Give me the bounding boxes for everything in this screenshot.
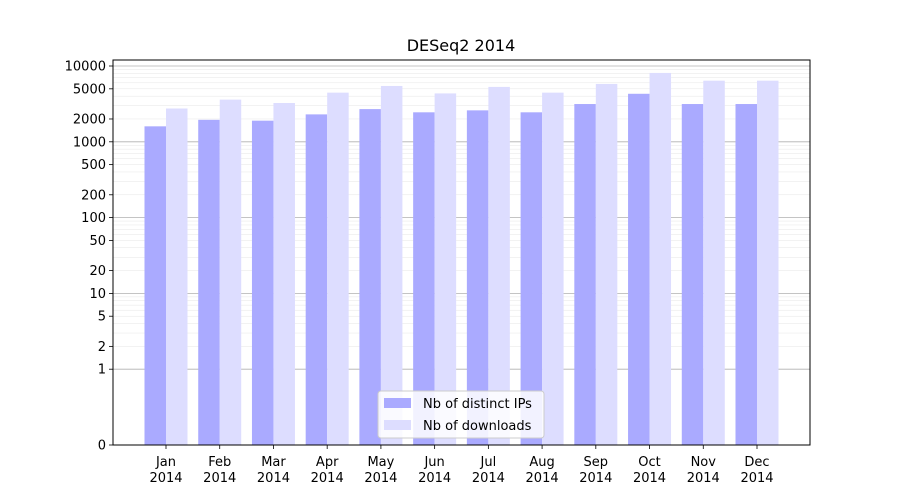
bar-distinct-ips-jul <box>466 110 489 445</box>
y-tick-label: 10000 <box>65 60 106 75</box>
x-tick-label-year: 2014 <box>418 471 451 486</box>
x-tick-label-year: 2014 <box>740 471 773 486</box>
plot-frame <box>112 59 811 446</box>
x-tick-label-month: Mar <box>261 455 286 470</box>
bar-downloads-jul <box>488 86 510 445</box>
x-tick-label-month: Apr <box>316 455 339 470</box>
bar-downloads-nov <box>703 80 725 445</box>
x-tick-label-year: 2014 <box>364 471 397 486</box>
x-tick-label-year: 2014 <box>579 471 612 486</box>
bar-downloads-oct <box>649 72 672 445</box>
x-tick-label-month: Oct <box>638 455 660 470</box>
y-axis-ticks: 0 1 2 5 10 20 50 100 200 500 1000 2000 5000 10000 <box>65 60 113 454</box>
bar-distinct-ips-jun <box>413 112 435 445</box>
bar-downloads-apr <box>327 92 349 446</box>
y-tick-label: 500 <box>81 158 106 173</box>
bar-distinct-ips-oct <box>628 93 650 446</box>
bar-downloads-feb <box>219 99 242 446</box>
bar-distinct-ips-sep <box>574 104 596 445</box>
x-tick-label-year: 2014 <box>311 471 344 486</box>
y-tick-label: 100 <box>81 211 106 226</box>
bar-distinct-ips-aug <box>520 112 543 445</box>
y-tick-label: 2 <box>98 340 106 355</box>
x-tick-label-month: Dec <box>744 455 769 470</box>
y-tick-label: 0 <box>98 439 106 454</box>
legend: Nb of distinct IPs Nb of downloads <box>377 390 545 439</box>
x-tick-label-year: 2014 <box>203 471 236 486</box>
y-tick-label: 10 <box>89 287 106 302</box>
legend-swatch-distinct-ips <box>384 398 411 408</box>
bars <box>144 72 779 446</box>
legend-swatch-downloads <box>384 420 411 430</box>
x-tick-label-year: 2014 <box>633 471 666 486</box>
bar-downloads-mar <box>273 103 295 445</box>
x-tick-label-month: Feb <box>208 455 231 470</box>
x-tick-label-month: Nov <box>691 455 717 470</box>
legend-label-distinct-ips: Nb of distinct IPs <box>423 397 532 412</box>
x-tick-label-year: 2014 <box>149 471 182 486</box>
bar-distinct-ips-may <box>359 109 381 446</box>
y-tick-label: 1000 <box>73 135 106 150</box>
x-tick-label-year: 2014 <box>687 471 720 486</box>
bar-downloads-sep <box>595 83 618 446</box>
x-axis-ticks: Jan2014Feb2014Mar2014Apr2014May2014Jun20… <box>149 445 774 486</box>
bar-distinct-ips-dec <box>735 104 757 445</box>
y-tick-label: 50 <box>89 234 106 249</box>
bar-downloads-dec <box>757 80 779 445</box>
y-tick-label: 5000 <box>73 82 106 97</box>
y-tick-label: 200 <box>81 188 106 203</box>
bar-downloads-aug <box>542 92 564 446</box>
legend-label-downloads: Nb of downloads <box>423 419 532 434</box>
bar-distinct-ips-nov <box>681 104 704 445</box>
legend-box <box>377 390 545 439</box>
bar-downloads-jun <box>434 93 457 445</box>
bar-distinct-ips-mar <box>251 120 274 445</box>
x-tick-label-year: 2014 <box>526 471 559 486</box>
bar-downloads-may <box>380 85 403 445</box>
x-tick-label-year: 2014 <box>472 471 505 486</box>
y-tick-label: 1 <box>98 363 106 378</box>
y-tick-label: 20 <box>89 264 106 279</box>
y-tick-label: 5 <box>98 310 106 325</box>
y-tick-label: 2000 <box>73 112 106 127</box>
x-tick-label-month: Jan <box>155 455 176 470</box>
bar-downloads-jan <box>166 108 188 445</box>
x-tick-label-month: Aug <box>529 455 554 470</box>
x-tick-label-month: Jun <box>423 455 444 470</box>
x-tick-label-month: Sep <box>584 455 609 470</box>
bar-distinct-ips-jan <box>144 126 166 445</box>
chart-title: DESeq2 2014 <box>407 36 516 55</box>
x-tick-label-month: May <box>367 455 394 470</box>
x-tick-label-year: 2014 <box>257 471 290 486</box>
bar-distinct-ips-feb <box>198 119 220 445</box>
x-tick-label-month: Jul <box>480 455 497 470</box>
bar-distinct-ips-apr <box>305 114 328 446</box>
